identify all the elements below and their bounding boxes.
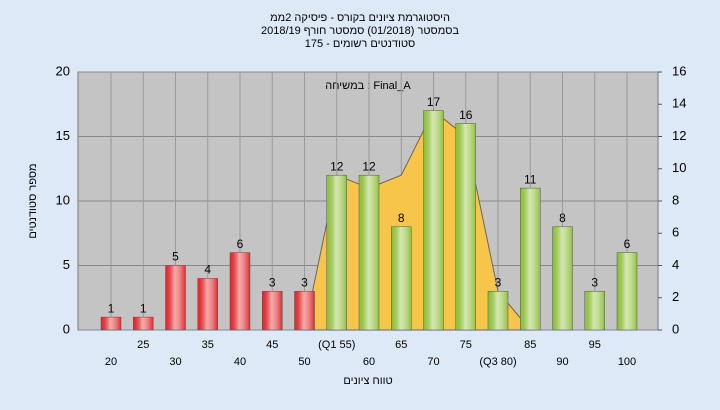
title-line: סטודנטים רשומים - 175 — [305, 38, 416, 50]
x-tick-label: 30 — [169, 356, 181, 368]
title-line: בסמסטר (01/2018) סמסטר חורף 2018/19 — [261, 25, 459, 37]
x-tick-label: (Q1 55) — [318, 339, 355, 351]
x-tick-label: 90 — [556, 356, 568, 368]
bar — [487, 291, 509, 331]
x-tick-label: 75 — [460, 339, 472, 351]
data-label: 8 — [559, 211, 566, 225]
y-tick-label: 0 — [63, 321, 70, 336]
data-label: 3 — [301, 275, 308, 289]
data-label: 6 — [237, 237, 244, 251]
y2-tick-label: 14 — [672, 96, 686, 111]
data-label: 12 — [330, 159, 344, 173]
y2-tick-label: 12 — [672, 128, 686, 143]
data-label: 3 — [269, 275, 276, 289]
x-tick-label: 85 — [524, 339, 536, 351]
x-tick-label: 95 — [589, 339, 601, 351]
data-label: 11 — [524, 172, 537, 186]
x-tick-label: 40 — [234, 356, 246, 368]
x-tick-label: (Q3 80) — [479, 356, 516, 368]
y2-tick-label: 0 — [672, 321, 679, 336]
bar — [294, 291, 315, 331]
data-label: 3 — [495, 275, 502, 289]
x-tick-label: 65 — [395, 339, 407, 351]
data-label: 12 — [362, 159, 376, 173]
y2-tick-label: 16 — [672, 63, 686, 78]
data-label: 5 — [172, 250, 179, 264]
bar — [165, 265, 186, 331]
bar — [262, 291, 283, 331]
x-tick-label: 45 — [266, 339, 278, 351]
bar — [358, 174, 380, 331]
y2-tick-label: 2 — [672, 289, 679, 304]
y-tick-label: 20 — [56, 63, 70, 78]
y2-tick-label: 8 — [672, 192, 679, 207]
title-line: היסטוגרמת ציונים בקורס - פיסיקה 2ממ — [270, 12, 450, 24]
x-tick-label: 25 — [137, 339, 149, 351]
x-tick-label: 50 — [298, 356, 310, 368]
bar — [616, 252, 638, 331]
data-label: 6 — [624, 237, 631, 251]
bar — [133, 316, 154, 331]
data-label: 3 — [591, 275, 598, 289]
x-tick-label: 60 — [363, 356, 375, 368]
x-tick-label: 35 — [202, 339, 214, 351]
x-tick-label: 20 — [105, 356, 117, 368]
data-label: 4 — [204, 263, 211, 277]
y-tick-label: 15 — [56, 128, 70, 143]
bar — [100, 316, 122, 331]
y-tick-label: 10 — [56, 192, 70, 207]
bar — [552, 226, 573, 331]
data-label: 16 — [459, 108, 473, 122]
annotation: במשיחה : Final_A — [325, 80, 411, 92]
y2-tick-label: 4 — [672, 257, 679, 272]
y-axis-label: מספר סטודנטים — [27, 163, 39, 238]
bar — [197, 278, 218, 331]
data-label: 17 — [427, 95, 441, 109]
y-tick-label: 5 — [63, 257, 70, 272]
x-axis-label: טווח ציונים — [343, 375, 392, 387]
y2-tick-label: 10 — [672, 160, 686, 175]
data-label: 1 — [108, 301, 115, 315]
bar — [326, 174, 347, 331]
bar — [455, 123, 476, 331]
bar — [423, 110, 444, 331]
bar — [520, 187, 541, 331]
bar — [584, 291, 605, 331]
x-tick-label: 70 — [427, 356, 439, 368]
x-tick-label: 100 — [618, 356, 636, 368]
data-label: 1 — [140, 301, 147, 315]
y2-tick-label: 6 — [672, 225, 679, 240]
bar — [391, 226, 412, 331]
bar — [229, 252, 251, 331]
data-label: 8 — [398, 211, 405, 225]
